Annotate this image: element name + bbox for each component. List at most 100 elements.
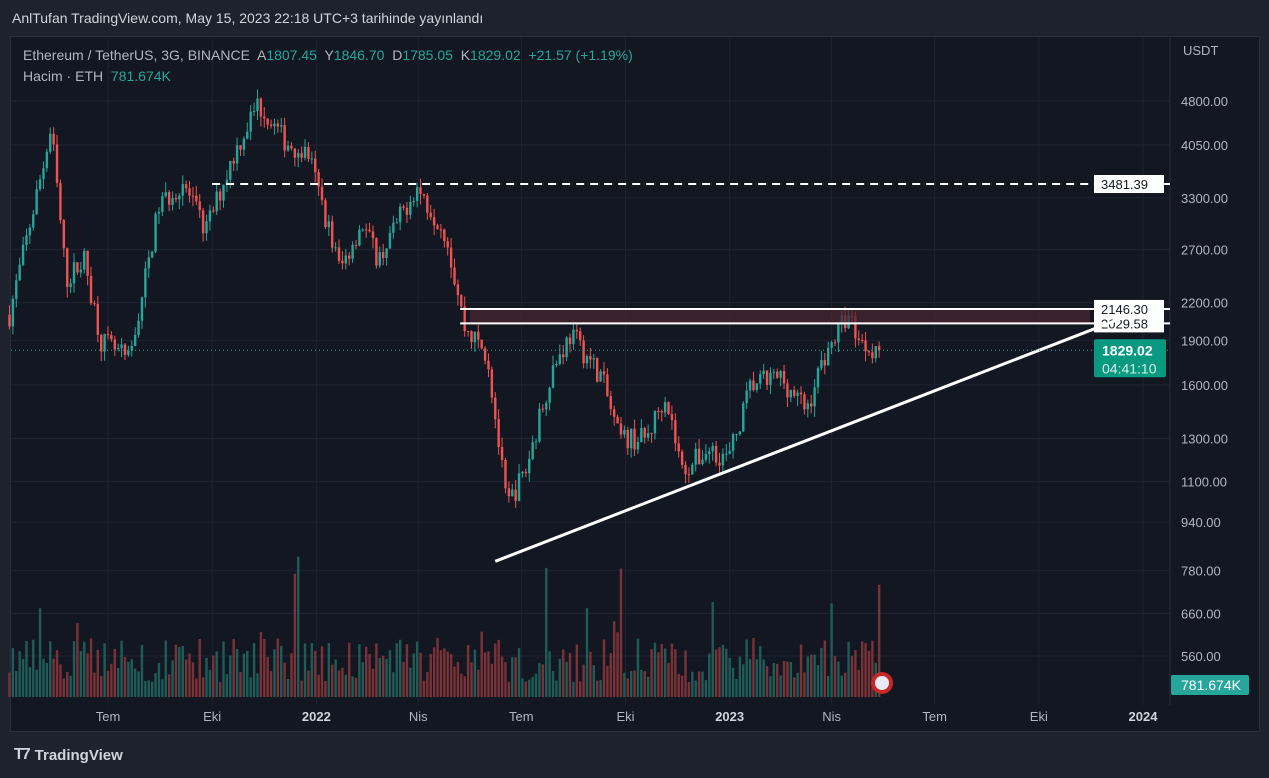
low-value: 1785.05 bbox=[402, 47, 453, 63]
x-tick-label: Tem bbox=[96, 709, 121, 724]
candle-body bbox=[385, 248, 388, 258]
volume-bar bbox=[133, 668, 137, 697]
chart-frame[interactable] bbox=[10, 36, 1260, 732]
volume-bar bbox=[677, 674, 680, 697]
high-label: Y bbox=[324, 47, 334, 63]
candle-body bbox=[426, 195, 429, 213]
candle-body bbox=[324, 200, 327, 228]
candle-body bbox=[745, 390, 748, 404]
candle-body bbox=[687, 474, 691, 476]
volume-bar bbox=[701, 671, 704, 697]
volume-bar bbox=[429, 653, 432, 697]
volume-badge-label: 781.674K bbox=[1181, 677, 1242, 693]
candle-body bbox=[752, 380, 755, 391]
candle-body bbox=[731, 434, 735, 451]
volume-bar bbox=[361, 662, 364, 697]
volume-bar bbox=[66, 672, 69, 697]
chart-legend: Ethereum / TetherUS, 3G, BINANCE A1807.4… bbox=[23, 45, 633, 87]
volume-bar bbox=[528, 679, 531, 697]
volume-bar bbox=[405, 644, 409, 697]
volume-bar bbox=[599, 680, 602, 697]
candle-body bbox=[575, 329, 579, 332]
volume-bar bbox=[816, 665, 820, 697]
volume-bar bbox=[551, 671, 555, 697]
volume-bar bbox=[137, 671, 140, 697]
candle-body bbox=[422, 194, 426, 196]
volume-bar bbox=[769, 676, 772, 697]
volume-bar bbox=[419, 652, 422, 697]
volume-bar bbox=[860, 641, 864, 697]
volume-bar bbox=[867, 650, 871, 697]
candle-body bbox=[174, 197, 178, 200]
volume-label: Hacim · ETH bbox=[23, 68, 104, 84]
candle-body bbox=[483, 348, 487, 361]
candle-body bbox=[833, 342, 837, 344]
candle-body bbox=[470, 331, 473, 343]
candle-body bbox=[871, 352, 874, 359]
current-price-label: 1829.02 bbox=[1102, 342, 1153, 358]
volume-bar bbox=[694, 680, 697, 697]
volume-bar bbox=[392, 672, 395, 697]
volume-bar bbox=[310, 642, 314, 697]
candle-body bbox=[497, 419, 500, 448]
y-tick-label: 2700.00 bbox=[1181, 243, 1228, 258]
candle-body bbox=[212, 210, 215, 212]
volume-bar bbox=[704, 680, 708, 697]
candle-body bbox=[72, 262, 76, 284]
volume-bar bbox=[222, 641, 225, 697]
candle-body bbox=[35, 189, 38, 215]
volume-bar bbox=[351, 676, 354, 697]
volume-bar bbox=[531, 676, 534, 697]
volume-bar bbox=[212, 655, 215, 697]
candle-body bbox=[867, 351, 871, 353]
candle-body bbox=[813, 387, 816, 407]
volume-bar bbox=[558, 658, 562, 697]
candle-body bbox=[42, 168, 45, 180]
candle-body bbox=[256, 98, 259, 112]
volume-bar bbox=[786, 661, 789, 697]
volume-bar bbox=[45, 662, 49, 697]
candle-body bbox=[161, 196, 164, 212]
volume-bar bbox=[714, 649, 718, 697]
volume-bar bbox=[725, 648, 728, 697]
candle-body bbox=[524, 471, 528, 474]
volume-bar bbox=[691, 671, 694, 697]
candle-body bbox=[514, 489, 517, 501]
volume-bar bbox=[225, 674, 229, 697]
candle-body bbox=[507, 488, 511, 497]
us-flag-event-icon-inner bbox=[875, 676, 889, 690]
volume-bar bbox=[810, 654, 813, 697]
candle-body bbox=[127, 350, 130, 355]
volume-bar bbox=[297, 556, 300, 697]
candle-body bbox=[660, 411, 663, 413]
candle-body bbox=[167, 192, 171, 205]
current-price-badge bbox=[1094, 339, 1166, 378]
volume-bar bbox=[483, 652, 487, 697]
volume-bar bbox=[511, 657, 514, 697]
candle-body bbox=[616, 416, 619, 424]
candle-body bbox=[619, 423, 623, 435]
volume-bar bbox=[765, 666, 769, 697]
volume-bar bbox=[191, 662, 195, 697]
volume-bar bbox=[456, 661, 460, 697]
volume-bar bbox=[670, 643, 674, 697]
candle-body bbox=[443, 229, 446, 242]
volume-bar bbox=[877, 584, 881, 697]
candle-body bbox=[589, 356, 592, 360]
volume-bar bbox=[242, 653, 246, 697]
volume-bar bbox=[86, 653, 89, 697]
volume-bar bbox=[799, 644, 803, 697]
candle-body bbox=[368, 229, 371, 232]
candle-body bbox=[762, 370, 765, 375]
symbol-name[interactable]: Ethereum / TetherUS, 3G, BINANCE bbox=[23, 47, 250, 63]
volume-bar bbox=[789, 662, 793, 697]
candle-body bbox=[38, 179, 42, 190]
volume-bar bbox=[293, 573, 297, 697]
candle-body bbox=[218, 191, 222, 201]
candle-body bbox=[500, 447, 504, 461]
volume-bar bbox=[517, 648, 521, 697]
candle-body bbox=[599, 371, 602, 382]
volume-bar bbox=[76, 623, 79, 697]
candle-body bbox=[259, 98, 263, 117]
